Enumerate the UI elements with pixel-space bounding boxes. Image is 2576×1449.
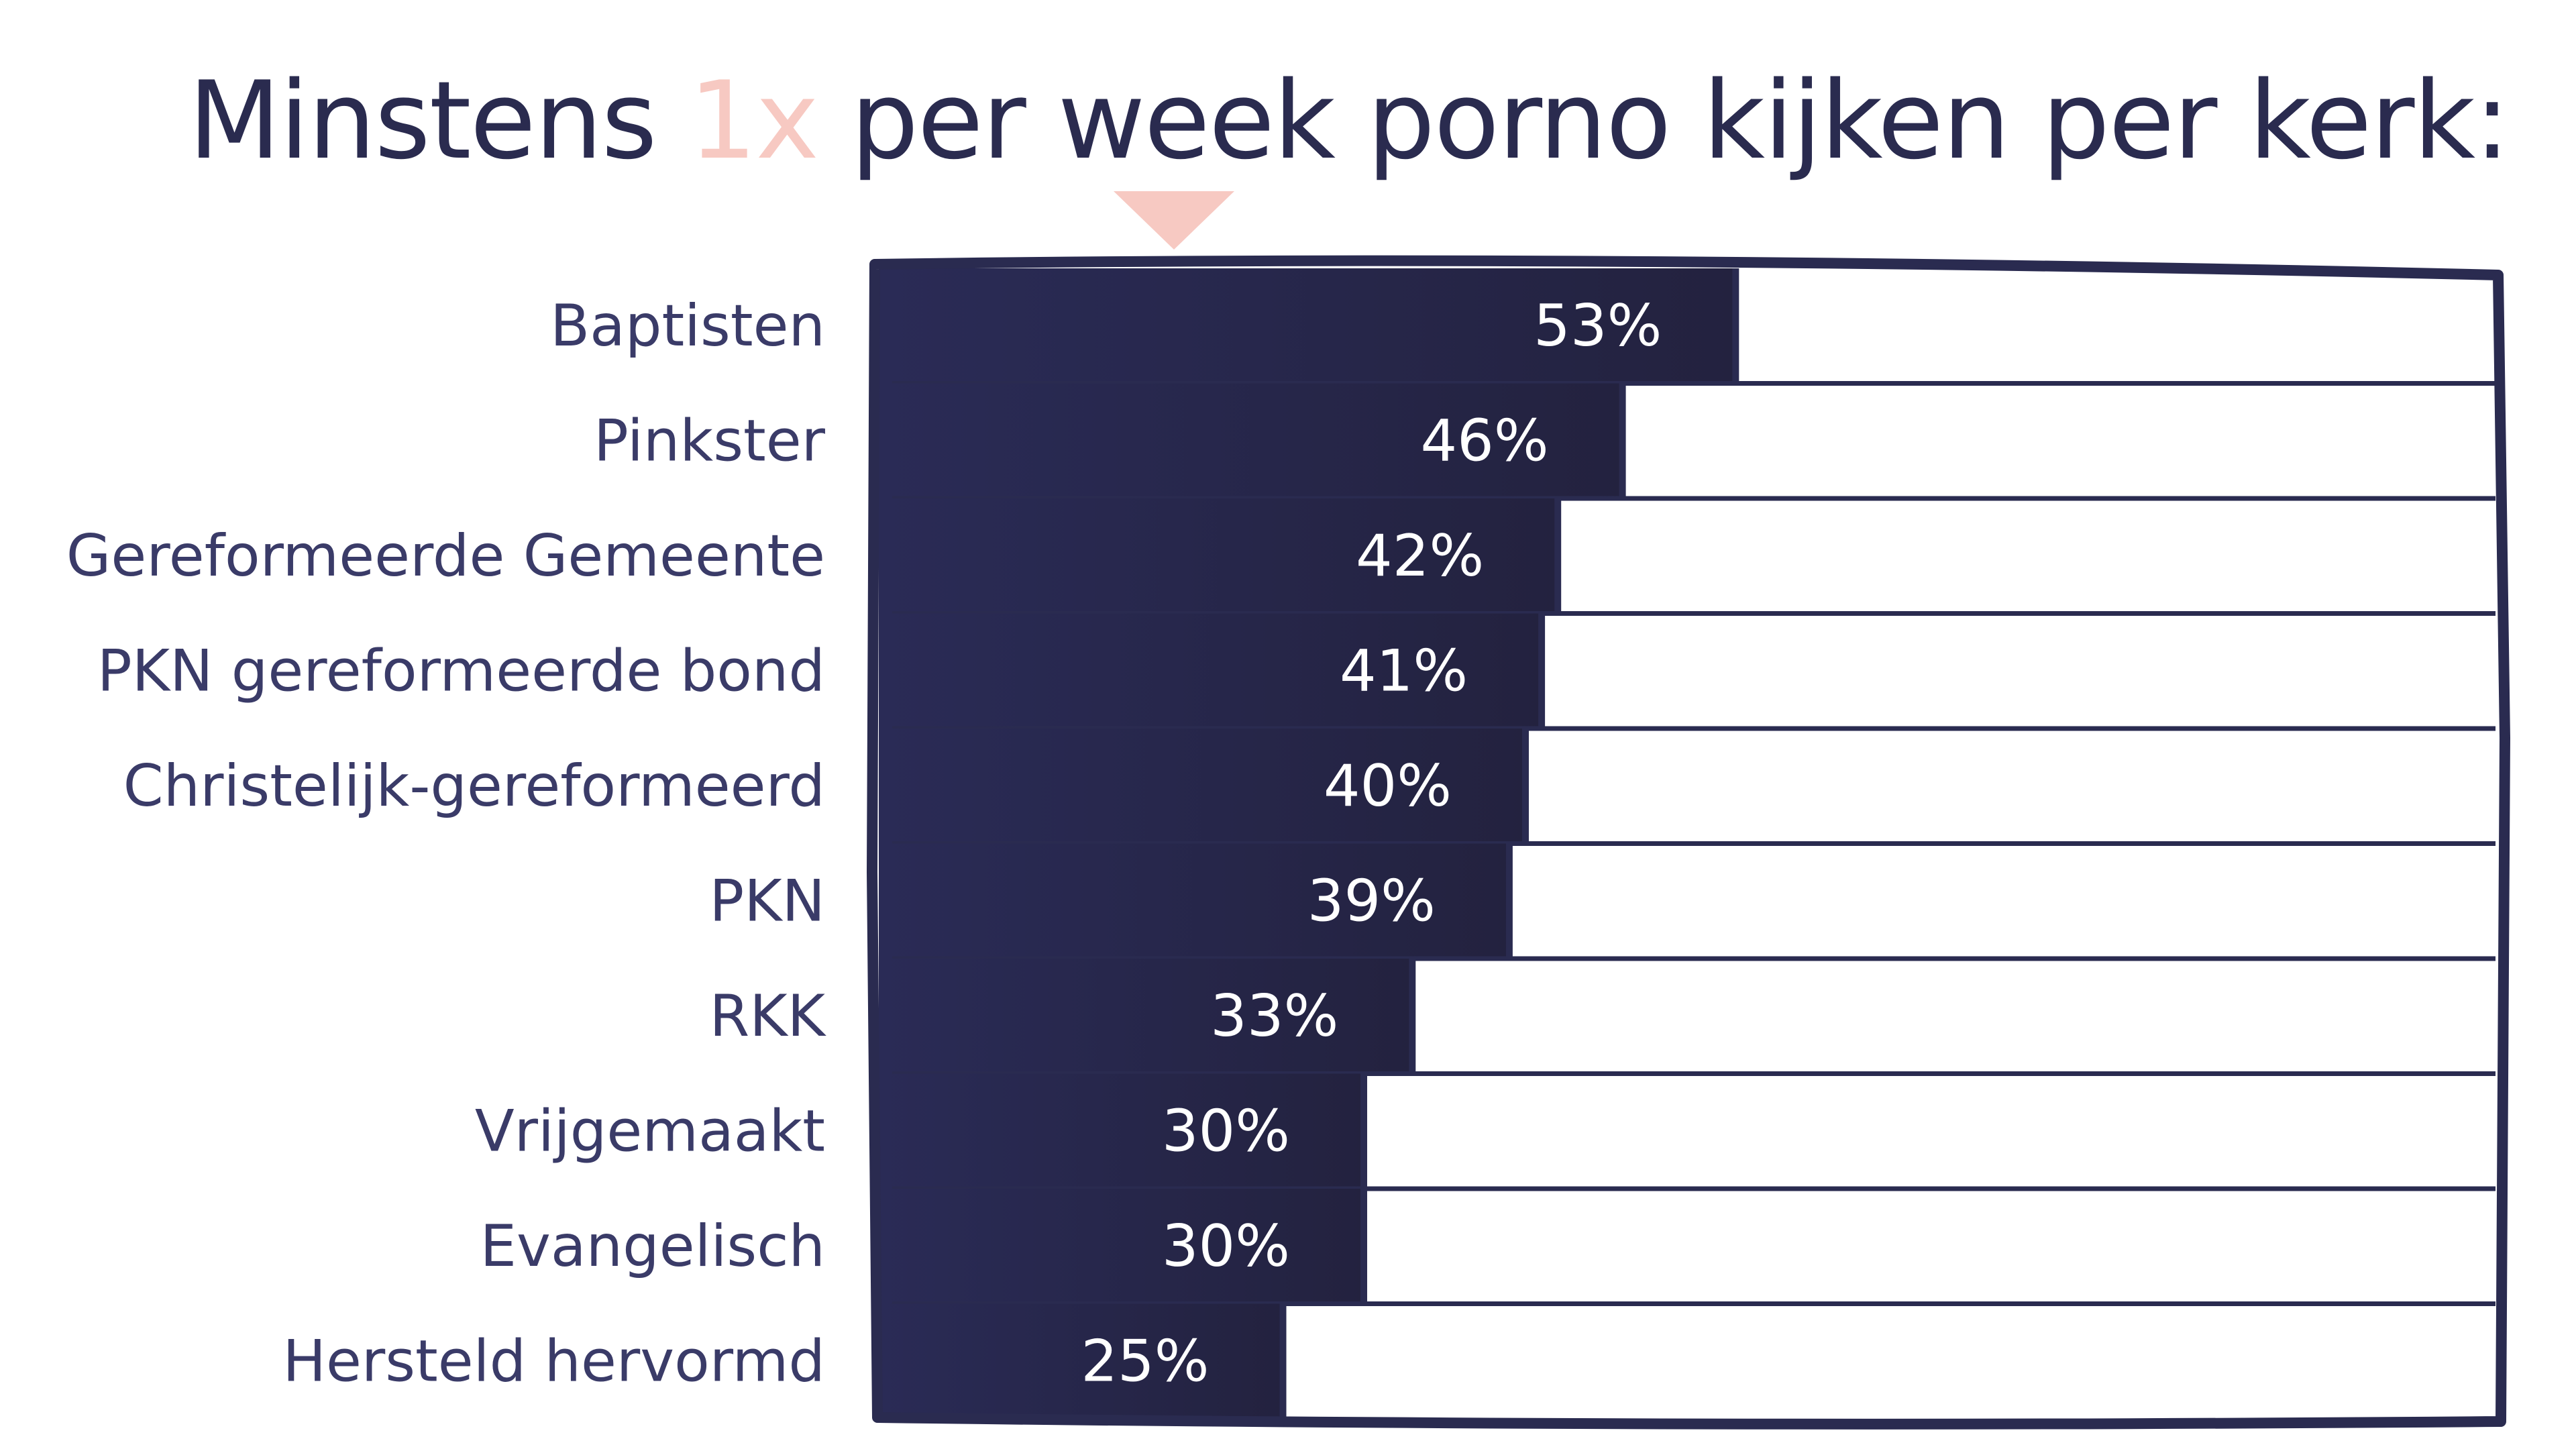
title-prefix: Minstens	[188, 58, 689, 183]
category-label-5: Christelijk-gereformeerd	[123, 753, 825, 820]
value-label-4: 41%	[1340, 637, 1468, 704]
category-label-8: Vrijgemaakt	[475, 1097, 825, 1165]
category-label-6: PKN	[709, 867, 825, 934]
bar-10	[879, 1303, 1283, 1419]
value-label-6: 39%	[1307, 867, 1436, 934]
category-label-10: Hersteld hervormd	[282, 1328, 825, 1395]
chart-frame	[867, 255, 2510, 1430]
bar-9	[879, 1189, 1364, 1305]
value-label-2: 46%	[1420, 407, 1548, 474]
value-label-3: 42%	[1356, 523, 1484, 590]
bar-4	[879, 613, 1542, 729]
category-label-9: Evangelisch	[480, 1213, 825, 1280]
category-label-2: Pinkster	[594, 407, 826, 474]
value-label-9: 30%	[1162, 1213, 1290, 1280]
category-label-4: PKN gereformeerde bond	[97, 637, 825, 704]
value-label-8: 30%	[1162, 1097, 1290, 1165]
value-label-1: 53%	[1534, 292, 1662, 360]
category-label-7: RKK	[709, 983, 826, 1050]
chart-title: Minstens 1x per week porno kijken per ke…	[0, 47, 2510, 195]
value-label-5: 40%	[1324, 753, 1452, 820]
bar-1	[879, 268, 1736, 384]
bar-5	[879, 729, 1525, 845]
indicator-triangle	[1114, 191, 1234, 250]
bar-2	[879, 383, 1623, 499]
bar-8	[879, 1073, 1364, 1189]
bar-7	[879, 959, 1413, 1075]
value-label-10: 25%	[1081, 1328, 1209, 1395]
title-suffix: per week porno kijken per kerk:	[818, 58, 2510, 183]
title-highlight: 1x	[688, 58, 819, 183]
category-label-3: Gereformeerde Gemeente	[66, 523, 825, 590]
bar-6	[879, 843, 1509, 959]
category-label-1: Baptisten	[550, 292, 825, 360]
bar-3	[879, 498, 1558, 614]
value-label-7: 33%	[1210, 983, 1338, 1050]
